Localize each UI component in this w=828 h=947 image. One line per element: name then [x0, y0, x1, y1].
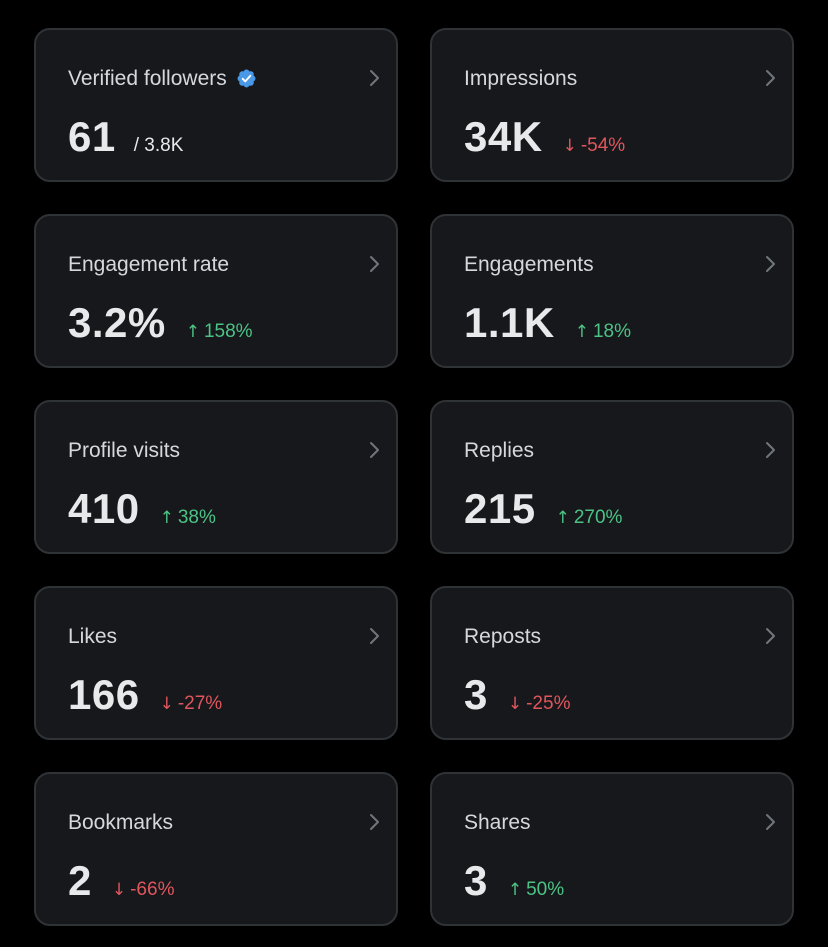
metric-change: ↑ 270%	[556, 507, 623, 529]
metric-change: ↑ 50%	[508, 879, 564, 901]
chevron-right-icon	[368, 812, 382, 832]
metric-change: ↓ -54%	[563, 135, 626, 157]
card-label-row: Verified followers	[68, 68, 257, 89]
card-impressions[interactable]: Impressions 34K ↓ -54%	[430, 28, 794, 182]
card-label: Reposts	[464, 625, 542, 648]
card-reposts[interactable]: Reposts 3 ↓ -25%	[430, 586, 794, 740]
metric-change-value: 270%	[573, 507, 623, 528]
arrow-down-icon: ↓	[507, 694, 523, 714]
arrow-up-icon: ↑	[574, 322, 589, 342]
metric-value-row: 2 ↓ -66%	[68, 860, 174, 902]
card-label: Replies	[464, 439, 535, 462]
chevron-right-icon	[764, 812, 778, 832]
verified-badge-icon	[236, 68, 257, 89]
metric-value-row: 215 ↑ 270%	[464, 488, 622, 530]
metric-change: ↓ -27%	[160, 693, 223, 715]
chevron-right-icon	[368, 254, 382, 274]
metric-change: ↑ 18%	[575, 321, 631, 343]
arrow-down-icon: ↓	[562, 136, 577, 156]
metric-change-value: -25%	[526, 693, 571, 714]
card-shares[interactable]: Shares 3 ↑ 50%	[430, 772, 794, 926]
metric-total: / 3.8K	[133, 135, 184, 156]
metric-change: ↑ 158%	[186, 321, 253, 343]
card-engagement-rate[interactable]: Engagement rate 3.2% ↑ 158%	[34, 214, 398, 368]
metric-value-row: 410 ↑ 38%	[68, 488, 216, 530]
metric-value: 166	[68, 671, 140, 718]
metric-value: 34K	[464, 113, 543, 160]
metric-value-row: 3 ↑ 50%	[464, 860, 564, 902]
chevron-right-icon	[368, 626, 382, 646]
chevron-right-icon	[764, 440, 778, 460]
chevron-right-icon	[764, 254, 778, 274]
card-verified-followers[interactable]: Verified followers 61 / 3.8K	[34, 28, 398, 182]
chevron-right-icon	[764, 68, 778, 88]
metric-value: 61	[68, 113, 116, 160]
chevron-right-icon	[368, 68, 382, 88]
chevron-right-icon	[764, 626, 778, 646]
metric-value-row: 34K ↓ -54%	[464, 116, 625, 158]
metric-value: 410	[68, 485, 140, 532]
card-bookmarks[interactable]: Bookmarks 2 ↓ -66%	[34, 772, 398, 926]
metric-value-row: 166 ↓ -27%	[68, 674, 222, 716]
card-replies[interactable]: Replies 215 ↑ 270%	[430, 400, 794, 554]
arrow-up-icon: ↑	[185, 322, 200, 342]
metric-change: ↓ -66%	[112, 879, 175, 901]
metric-change-value: 50%	[526, 879, 565, 900]
metric-change: ↓ -25%	[508, 693, 571, 715]
metric-change-value: 38%	[177, 507, 216, 528]
arrow-down-icon: ↓	[111, 880, 127, 900]
card-engagements[interactable]: Engagements 1.1K ↑ 18%	[430, 214, 794, 368]
card-label: Shares	[464, 811, 531, 834]
metric-change: ↑ 38%	[160, 507, 216, 529]
arrow-up-icon: ↑	[555, 508, 570, 528]
metric-value: 1.1K	[464, 299, 555, 346]
metric-value: 3	[464, 857, 488, 904]
metric-change-value: 158%	[203, 321, 253, 342]
card-profile-visits[interactable]: Profile visits 410 ↑ 38%	[34, 400, 398, 554]
metric-value: 215	[464, 485, 536, 532]
card-label: Engagement rate	[68, 253, 230, 276]
card-label: Profile visits	[68, 439, 181, 462]
arrow-up-icon: ↑	[159, 508, 174, 528]
arrow-up-icon: ↑	[507, 880, 523, 900]
metric-change-value: -27%	[177, 693, 223, 714]
card-label: Engagements	[464, 253, 594, 276]
metric-value-row: 3.2% ↑ 158%	[68, 302, 253, 344]
arrow-down-icon: ↓	[159, 694, 174, 714]
chevron-right-icon	[368, 440, 382, 460]
metric-change-value: -54%	[580, 135, 626, 156]
card-label: Likes	[68, 625, 118, 648]
metric-change-value: -66%	[130, 879, 175, 900]
metric-change-value: 18%	[592, 321, 631, 342]
card-likes[interactable]: Likes 166 ↓ -27%	[34, 586, 398, 740]
metric-value-row: 3 ↓ -25%	[464, 674, 570, 716]
metric-value: 3	[464, 671, 488, 718]
metric-value-row: 1.1K ↑ 18%	[464, 302, 631, 344]
card-label: Verified followers	[68, 67, 227, 90]
card-label: Impressions	[464, 67, 578, 90]
card-label: Bookmarks	[68, 811, 174, 834]
analytics-metrics-grid: Verified followers 61 / 3.8K Impressions…	[34, 28, 794, 926]
metric-value: 2	[68, 857, 92, 904]
metric-value: 3.2%	[68, 299, 166, 346]
metric-value-row: 61 / 3.8K	[68, 116, 183, 158]
